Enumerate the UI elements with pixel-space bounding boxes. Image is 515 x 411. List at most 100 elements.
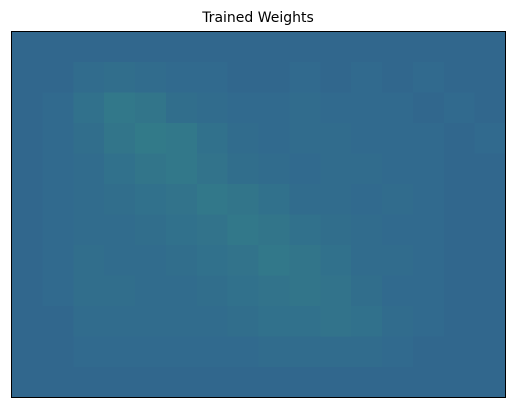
heatmap-cell (289, 62, 321, 93)
heatmap-cell (443, 31, 476, 63)
heatmap-cell (474, 31, 506, 63)
heatmap-cell (412, 92, 445, 124)
heatmap-cell (165, 245, 198, 276)
heatmap-cell (289, 306, 321, 337)
heatmap-cell (258, 306, 290, 337)
heatmap-cell (227, 62, 259, 93)
heatmap-cell (135, 62, 167, 93)
heatmap-cell (474, 62, 506, 93)
heatmap-cell (42, 123, 74, 154)
heatmap-cell (11, 214, 43, 246)
heatmap-cell (412, 367, 445, 398)
heatmap-cell (443, 367, 476, 398)
heatmap-cell (443, 184, 476, 215)
heatmap-cell (474, 123, 506, 154)
heatmap-cell (11, 336, 43, 368)
heatmap-cell (135, 31, 167, 63)
heatmap-cell (196, 123, 229, 154)
axes-frame (11, 31, 506, 398)
heatmap-cell (320, 245, 352, 276)
heatmap-cell (165, 336, 198, 368)
heatmap-cell (351, 245, 383, 276)
heatmap-cell (42, 245, 74, 276)
heatmap-cell (11, 153, 43, 185)
heatmap-cell (42, 62, 74, 93)
heatmap-cell (196, 31, 229, 63)
heatmap-cell (382, 306, 414, 337)
heatmap-cell (165, 31, 198, 63)
heatmap-cell (11, 306, 43, 337)
heatmap-cell (227, 306, 259, 337)
heatmap-cell (135, 123, 167, 154)
heatmap-cell (258, 123, 290, 154)
heatmap-cell (42, 336, 74, 368)
heatmap-cell (196, 367, 229, 398)
heatmap-cell (104, 367, 136, 398)
heatmap-cell (42, 367, 74, 398)
heatmap-cell (258, 62, 290, 93)
heatmap-cell (289, 336, 321, 368)
heatmap-cell (382, 184, 414, 215)
heatmap-cell (320, 184, 352, 215)
heatmap-cell (227, 367, 259, 398)
heatmap-cell (351, 275, 383, 307)
heatmap-cell (104, 92, 136, 124)
heatmap-cell (196, 62, 229, 93)
heatmap-cell (351, 336, 383, 368)
heatmap-cell (443, 153, 476, 185)
heatmap-cell (289, 214, 321, 246)
heatmap-cell (135, 245, 167, 276)
heatmap-cell (443, 306, 476, 337)
heatmap-cell (351, 62, 383, 93)
heatmap-cell (227, 275, 259, 307)
heatmap-cell (42, 153, 74, 185)
heatmap-cell (351, 184, 383, 215)
heatmap-cell (258, 275, 290, 307)
heatmap-cell (412, 245, 445, 276)
heatmap-cell (258, 336, 290, 368)
heatmap-cell (412, 275, 445, 307)
heatmap-cell (135, 367, 167, 398)
heatmap-cell (258, 214, 290, 246)
heatmap-cell (11, 275, 43, 307)
heatmap-cell (104, 153, 136, 185)
heatmap-cell (104, 31, 136, 63)
heatmap-cell (73, 92, 105, 124)
heatmap-cell (382, 153, 414, 185)
heatmap (11, 31, 506, 398)
heatmap-cell (351, 123, 383, 154)
heatmap-cell (11, 245, 43, 276)
heatmap-cell (196, 184, 229, 215)
heatmap-cell (104, 184, 136, 215)
heatmap-cell (320, 31, 352, 63)
heatmap-cell (73, 214, 105, 246)
heatmap-cell (258, 184, 290, 215)
heatmap-cell (289, 245, 321, 276)
heatmap-cell (382, 336, 414, 368)
heatmap-cell (320, 367, 352, 398)
heatmap-cell (289, 367, 321, 398)
heatmap-cell (382, 123, 414, 154)
heatmap-cell (382, 275, 414, 307)
heatmap-cell (104, 214, 136, 246)
heatmap-cell (443, 62, 476, 93)
heatmap-cell (165, 153, 198, 185)
heatmap-cell (474, 275, 506, 307)
heatmap-cell (227, 245, 259, 276)
heatmap-cell (73, 31, 105, 63)
heatmap-cell (474, 184, 506, 215)
heatmap-cell (382, 31, 414, 63)
heatmap-cell (320, 275, 352, 307)
heatmap-cell (382, 367, 414, 398)
heatmap-cell (474, 153, 506, 185)
heatmap-cell (351, 367, 383, 398)
heatmap-cell (104, 123, 136, 154)
heatmap-cell (73, 336, 105, 368)
heatmap-cell (11, 367, 43, 398)
heatmap-cell (351, 153, 383, 185)
heatmap-cell (135, 214, 167, 246)
heatmap-cell (351, 306, 383, 337)
heatmap-cell (104, 275, 136, 307)
heatmap-cell (42, 275, 74, 307)
heatmap-cell (258, 153, 290, 185)
